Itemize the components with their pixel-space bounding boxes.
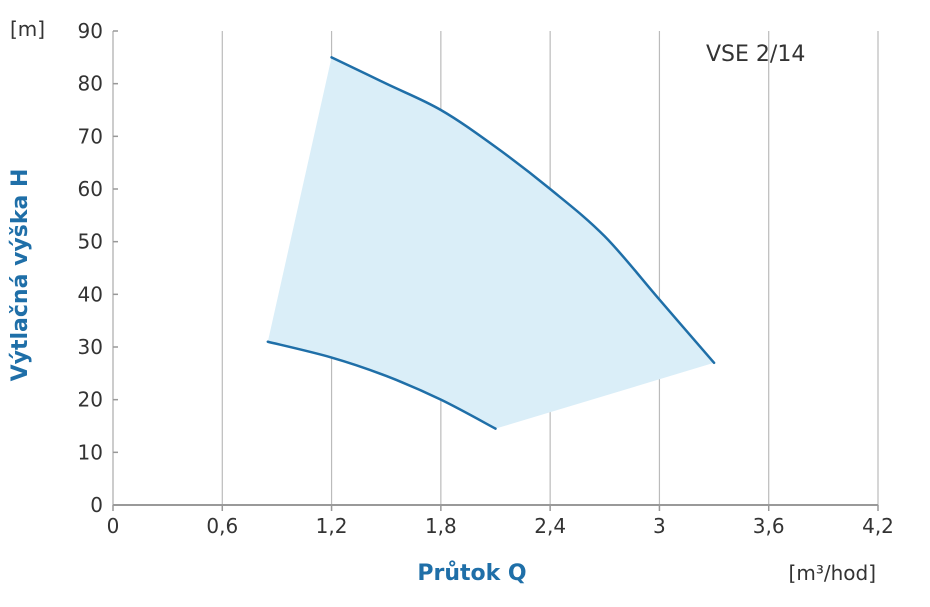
x-tick-label: 3,6 [753, 514, 785, 538]
y-tick-label: 30 [78, 335, 103, 359]
x-tick-label: 1,2 [316, 514, 348, 538]
x-tick-label: 4,2 [862, 514, 894, 538]
envelope-fill [267, 57, 715, 429]
x-unit-label: [m³/hod] [789, 561, 876, 585]
operating-envelope [267, 57, 715, 429]
x-tick-label: 1,8 [425, 514, 457, 538]
x-tick-label: 0,6 [206, 514, 238, 538]
y-tick-label: 50 [78, 230, 103, 254]
y-tick-label: 0 [90, 493, 103, 517]
x-axis-title: Průtok Q [417, 561, 526, 586]
x-tick-label: 0 [107, 514, 120, 538]
x-tick-label: 2,4 [534, 514, 566, 538]
y-tick-label: 70 [78, 124, 103, 148]
y-tick-label: 80 [78, 72, 103, 96]
x-tick-label: 3 [653, 514, 666, 538]
axes: 0 0,6 1,2 1,8 2,4 3 3,6 4,2 0 10 20 30 40 50 60 70 80 90 [78, 19, 894, 538]
y-tick-label: 10 [78, 440, 103, 464]
model-label: VSE 2/14 [706, 42, 805, 67]
y-tick-label: 90 [78, 19, 103, 43]
y-unit-label: [m] [10, 17, 45, 41]
labels: [m] [m³/hod] VSE 2/14 Průtok Q Výtlačná … [8, 17, 876, 586]
y-tick-label: 60 [78, 177, 103, 201]
curves [266, 56, 716, 430]
y-axis-title: Výtlačná výška H [8, 169, 33, 382]
upper-curve [330, 56, 716, 365]
y-tick-label: 40 [78, 282, 103, 306]
y-tick-label: 20 [78, 388, 103, 412]
lower-curve [266, 340, 497, 430]
